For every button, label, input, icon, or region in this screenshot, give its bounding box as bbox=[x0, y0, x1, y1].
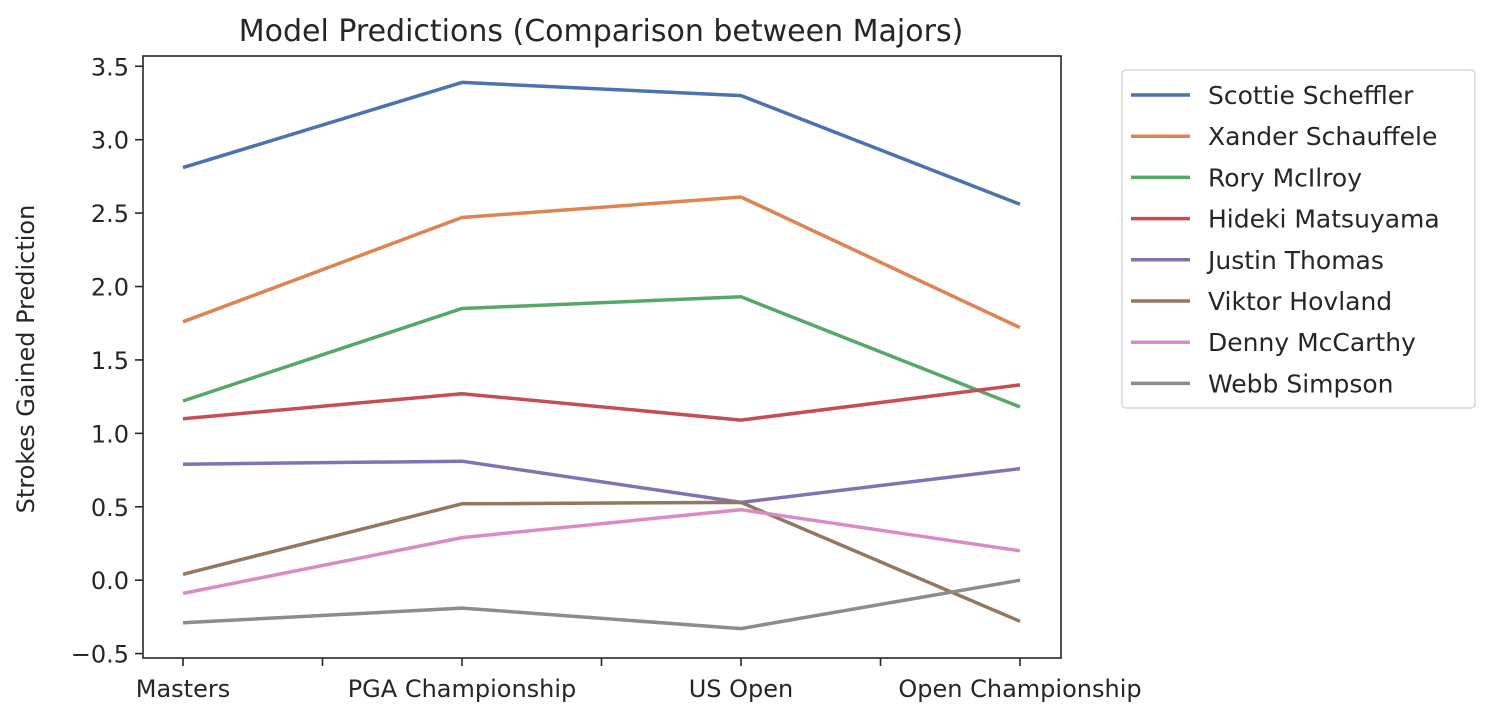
plot-area: −0.5 0.0 0.5 1.0 1.5 2.0 2.5 3.0 3.5 Masters PGA C… bbox=[71, 53, 1142, 703]
x-tick-label: Masters bbox=[136, 675, 230, 703]
legend-entry-label: Viktor Hovland bbox=[1208, 287, 1392, 316]
y-axis-label: Strokes Gained Prediction bbox=[12, 205, 40, 514]
chart-title: Model Predictions (Comparison between Ma… bbox=[239, 14, 964, 49]
legend-entry-label: Xander Schauffele bbox=[1208, 122, 1437, 151]
series-line-4 bbox=[182, 383, 1021, 422]
y-tick-label: 3.5 bbox=[91, 53, 129, 81]
legend: Scottie Scheffler Xander Schauffele Rory M… bbox=[1121, 69, 1476, 409]
series-line-7 bbox=[182, 507, 1021, 596]
legend-entry-label: Rory McIlroy bbox=[1208, 163, 1362, 192]
series-line-6 bbox=[182, 500, 1021, 623]
legend-entry-label: Denny McCarthy bbox=[1208, 328, 1416, 357]
y-tick-label: 2.5 bbox=[91, 200, 129, 228]
legend-entry-label: Hideki Matsuyama bbox=[1208, 205, 1440, 234]
y-tick-label: 0.0 bbox=[91, 567, 129, 595]
y-tick-label: 1.5 bbox=[91, 347, 129, 375]
y-tick-label: 3.0 bbox=[91, 127, 129, 155]
series-line-1 bbox=[182, 80, 1021, 206]
legend-entry-label: Scottie Scheffler bbox=[1208, 81, 1414, 110]
plot-frame bbox=[142, 55, 1062, 659]
series-line-5 bbox=[182, 459, 1021, 505]
series-line-8 bbox=[182, 578, 1021, 631]
x-tick-label: US Open bbox=[689, 675, 794, 703]
series-line-3 bbox=[182, 295, 1021, 409]
y-tick-label: 0.5 bbox=[91, 494, 129, 522]
series-line-2 bbox=[182, 195, 1021, 330]
legend-box bbox=[1121, 69, 1476, 409]
y-tick-label: 1.0 bbox=[91, 420, 129, 448]
x-tick-label: Open Championship bbox=[898, 675, 1141, 703]
y-tick-label: 2.0 bbox=[91, 274, 129, 302]
legend-entry-label: Webb Simpson bbox=[1208, 369, 1394, 398]
x-tick-label: PGA Championship bbox=[348, 675, 577, 703]
y-tick-label: −0.5 bbox=[71, 641, 129, 669]
legend-entry-label: Justin Thomas bbox=[1206, 246, 1384, 275]
